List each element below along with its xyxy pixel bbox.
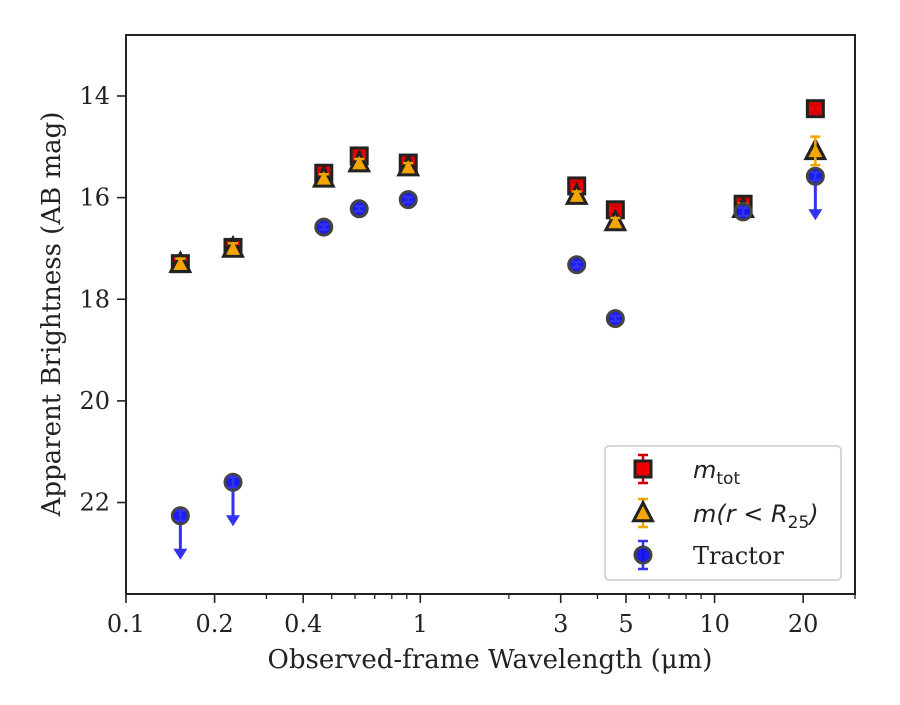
legend-label: mtot: [693, 456, 740, 489]
plot-frame: [125, 34, 856, 595]
legend-entry-1: m(r < R25): [631, 497, 819, 533]
series-2: [170, 166, 825, 560]
legend-entry-2: Tractor: [633, 539, 784, 571]
series-1: [168, 135, 828, 273]
data-point: [170, 506, 190, 560]
x-tick-label: 0.1: [107, 610, 145, 638]
x-tick-label: 0.2: [196, 610, 234, 638]
upper-limit-arrowhead: [226, 515, 241, 527]
x-tick-label: 0.4: [284, 610, 322, 638]
data-point: [396, 153, 421, 177]
data-point: [223, 472, 243, 527]
x-tick-label: 1: [413, 610, 428, 638]
legend-circle-marker: [633, 545, 653, 565]
data-point: [803, 135, 828, 167]
data-point: [221, 234, 245, 258]
y-tick-label: 20: [79, 387, 110, 415]
y-tick-label: 22: [79, 489, 110, 517]
data-point: [733, 202, 753, 222]
legend-triangle-marker: [631, 499, 655, 523]
legend-square-marker: [633, 459, 653, 479]
data-point: [311, 164, 336, 188]
x-axis-label: Observed-frame Wavelength (μm): [268, 645, 713, 675]
data-marks: [168, 99, 828, 560]
data-point: [805, 99, 825, 119]
data-point: [567, 255, 587, 275]
data-point: [347, 149, 372, 173]
y-axis-label: Apparent Brightness (AB mag): [37, 112, 67, 518]
upper-limit-arrowhead: [173, 548, 188, 560]
legend-label: m(r < R25): [693, 500, 819, 533]
data-point: [605, 309, 625, 329]
legend-entry-0: mtot: [633, 453, 740, 489]
y-tick-label: 14: [79, 82, 110, 110]
y-tick-label: 18: [79, 285, 110, 313]
y-tick-label: 16: [79, 184, 110, 212]
data-point: [805, 166, 825, 221]
x-tick-label: 3: [553, 610, 568, 638]
data-point: [349, 199, 369, 219]
legend-box: [604, 445, 842, 581]
x-tick-label: 5: [618, 610, 633, 638]
x-tick-label: 10: [699, 610, 730, 638]
data-point: [314, 217, 334, 237]
axes-frame: [125, 34, 856, 595]
data-point: [398, 190, 418, 210]
legend-label: Tractor: [693, 542, 784, 570]
data-point: [603, 208, 628, 232]
x-tick-label: 20: [788, 610, 819, 638]
legend: mtot m(r < R25) Tractor: [604, 445, 842, 581]
data-point: [564, 181, 589, 205]
data-point: [168, 250, 193, 273]
upper-limit-arrowhead: [808, 209, 823, 221]
axes: 0.1 0.2 0.4 1 3 5 10 20 14 16 18 20 22: [79, 35, 856, 638]
